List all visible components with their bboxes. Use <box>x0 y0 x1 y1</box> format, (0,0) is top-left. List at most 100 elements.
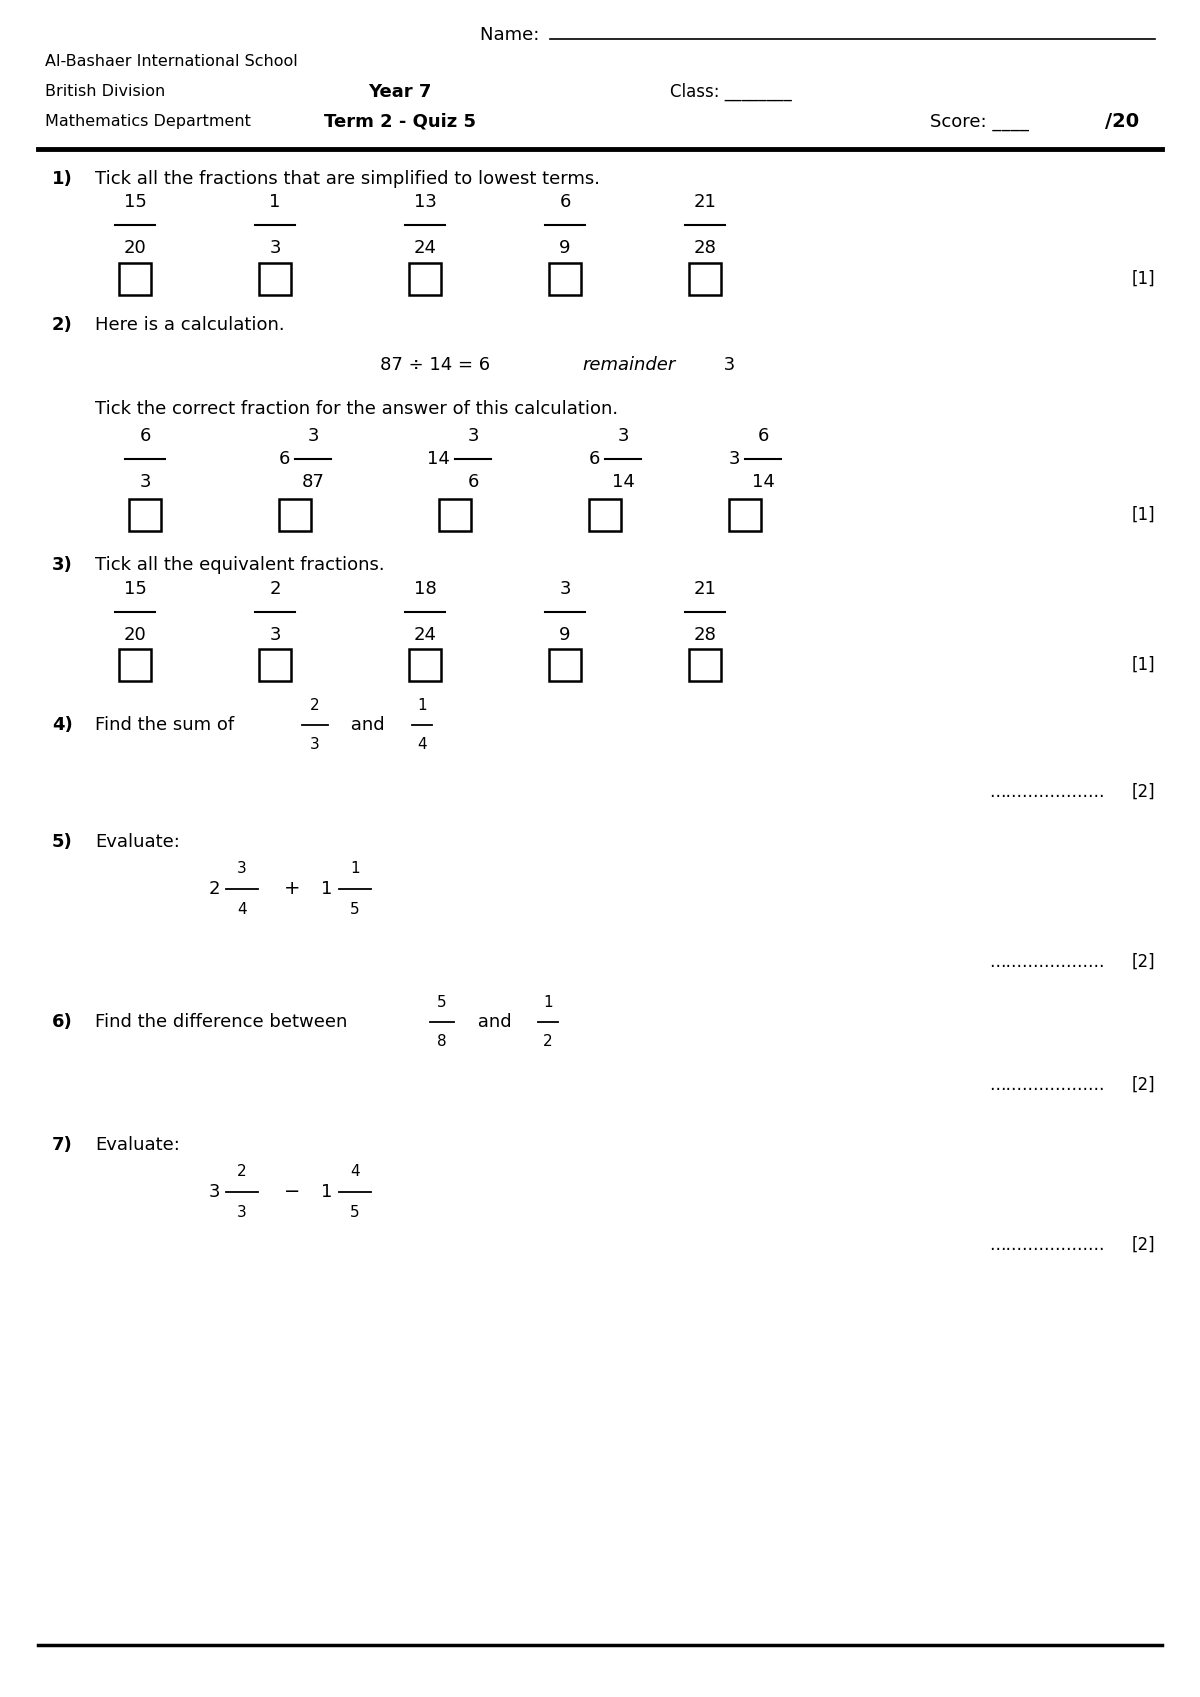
Text: 2: 2 <box>209 881 220 898</box>
Text: …………………: ………………… <box>990 782 1105 801</box>
Text: Evaluate:: Evaluate: <box>95 1135 180 1154</box>
Bar <box>259 263 292 295</box>
Text: 20: 20 <box>124 626 146 643</box>
Bar <box>550 648 581 680</box>
Text: 5: 5 <box>350 1205 360 1220</box>
Text: 3: 3 <box>728 450 740 468</box>
Text: 20: 20 <box>124 239 146 256</box>
Text: 3: 3 <box>559 580 571 597</box>
Bar <box>689 263 721 295</box>
Text: 6: 6 <box>278 450 290 468</box>
Text: 6: 6 <box>589 450 600 468</box>
Text: 6: 6 <box>467 473 479 490</box>
Text: Year 7: Year 7 <box>368 83 432 102</box>
Text: 15: 15 <box>124 580 146 597</box>
Text: 21: 21 <box>694 193 716 210</box>
Text: …………………: ………………… <box>990 1235 1105 1254</box>
Text: Al-Bashaer International School: Al-Bashaer International School <box>46 54 298 70</box>
Text: 14: 14 <box>751 473 774 490</box>
Text: 6): 6) <box>52 1013 73 1032</box>
Text: British Division: British Division <box>46 85 166 100</box>
Text: 4: 4 <box>418 736 427 752</box>
Text: 4): 4) <box>52 716 73 735</box>
Text: 3): 3) <box>52 557 73 574</box>
Text: Here is a calculation.: Here is a calculation. <box>95 316 284 334</box>
Bar <box>589 499 622 531</box>
Text: 3: 3 <box>238 1205 247 1220</box>
Text: 2: 2 <box>269 580 281 597</box>
Text: +: + <box>283 879 300 898</box>
Text: 2: 2 <box>238 1164 247 1179</box>
Text: remainder: remainder <box>582 356 676 373</box>
Bar <box>689 648 721 680</box>
Bar <box>730 499 761 531</box>
Text: [1]: [1] <box>1132 270 1154 288</box>
Text: [2]: [2] <box>1132 782 1154 801</box>
Text: Class: ________: Class: ________ <box>670 83 792 102</box>
Text: Find the sum of: Find the sum of <box>95 716 240 735</box>
Text: −: − <box>284 1183 300 1201</box>
Text: 28: 28 <box>694 626 716 643</box>
Text: 2): 2) <box>52 316 73 334</box>
Text: 3: 3 <box>310 736 320 752</box>
Text: 1: 1 <box>418 697 427 713</box>
Text: 13: 13 <box>414 193 437 210</box>
Bar <box>278 499 311 531</box>
Text: 3: 3 <box>269 239 281 256</box>
Text: 5: 5 <box>437 994 446 1010</box>
Text: 3: 3 <box>617 428 629 445</box>
Text: Tick all the equivalent fractions.: Tick all the equivalent fractions. <box>95 557 385 574</box>
Text: 18: 18 <box>414 580 437 597</box>
Text: 87 ÷ 14 = 6: 87 ÷ 14 = 6 <box>380 356 496 373</box>
Text: [1]: [1] <box>1132 506 1154 524</box>
Text: [1]: [1] <box>1132 657 1154 674</box>
Text: 3: 3 <box>269 626 281 643</box>
Text: 2: 2 <box>544 1033 553 1049</box>
Text: 8: 8 <box>437 1033 446 1049</box>
Text: [2]: [2] <box>1132 1235 1154 1254</box>
Text: /20: /20 <box>1105 112 1139 131</box>
Text: 3: 3 <box>238 860 247 876</box>
Text: 6: 6 <box>139 428 151 445</box>
Bar <box>119 263 151 295</box>
Text: [2]: [2] <box>1132 1076 1154 1095</box>
Text: 9: 9 <box>559 626 571 643</box>
Text: 3: 3 <box>139 473 151 490</box>
Bar <box>119 648 151 680</box>
Text: Evaluate:: Evaluate: <box>95 833 180 850</box>
Text: 28: 28 <box>694 239 716 256</box>
Text: 1: 1 <box>320 1183 332 1201</box>
Text: 5: 5 <box>350 903 360 916</box>
Text: 1: 1 <box>544 994 553 1010</box>
Text: 2: 2 <box>310 697 320 713</box>
Text: 21: 21 <box>694 580 716 597</box>
Text: Term 2 - Quiz 5: Term 2 - Quiz 5 <box>324 114 476 131</box>
Text: 7): 7) <box>52 1135 73 1154</box>
Text: 1): 1) <box>52 170 73 188</box>
Text: 1: 1 <box>350 860 360 876</box>
Text: 5): 5) <box>52 833 73 850</box>
Text: Score: ____: Score: ____ <box>930 114 1028 131</box>
Text: 6: 6 <box>757 428 769 445</box>
Text: 4: 4 <box>238 903 247 916</box>
Text: 6: 6 <box>559 193 571 210</box>
Text: 4: 4 <box>350 1164 360 1179</box>
Bar <box>409 263 442 295</box>
Bar <box>439 499 470 531</box>
Text: …………………: ………………… <box>990 1076 1105 1095</box>
Text: 3: 3 <box>307 428 319 445</box>
Text: 1: 1 <box>320 881 332 898</box>
Bar <box>259 648 292 680</box>
Text: 9: 9 <box>559 239 571 256</box>
Text: Tick all the fractions that are simplified to lowest terms.: Tick all the fractions that are simplifi… <box>95 170 600 188</box>
Text: [2]: [2] <box>1132 954 1154 971</box>
Text: 15: 15 <box>124 193 146 210</box>
Text: 3: 3 <box>467 428 479 445</box>
Text: 14: 14 <box>612 473 635 490</box>
Text: 14: 14 <box>427 450 450 468</box>
Text: 24: 24 <box>414 239 437 256</box>
Text: Mathematics Department: Mathematics Department <box>46 114 251 129</box>
Text: 1: 1 <box>269 193 281 210</box>
Text: Name:: Name: <box>480 25 545 44</box>
Bar <box>550 263 581 295</box>
